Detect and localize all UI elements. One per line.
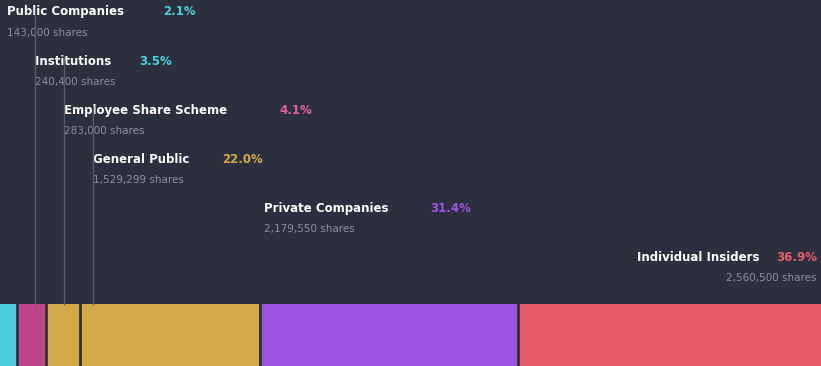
- Text: General Public: General Public: [93, 153, 193, 166]
- Text: 4.1%: 4.1%: [280, 104, 313, 117]
- Text: 36.9%: 36.9%: [776, 251, 817, 264]
- Bar: [260, 304, 518, 366]
- Text: 2.1%: 2.1%: [163, 5, 195, 19]
- Text: 22.0%: 22.0%: [222, 153, 264, 166]
- Text: 2,179,550 shares: 2,179,550 shares: [264, 224, 355, 234]
- Text: 283,000 shares: 283,000 shares: [64, 126, 144, 136]
- Text: 3.5%: 3.5%: [139, 55, 172, 68]
- Bar: [17, 304, 46, 366]
- Bar: [518, 304, 821, 366]
- Text: Private Companies: Private Companies: [264, 202, 393, 215]
- Text: 31.4%: 31.4%: [430, 202, 471, 215]
- Text: 1,529,299 shares: 1,529,299 shares: [93, 175, 184, 185]
- Bar: [46, 304, 80, 366]
- Bar: [80, 304, 260, 366]
- Text: 240,400 shares: 240,400 shares: [35, 77, 116, 87]
- Text: Individual Insiders: Individual Insiders: [637, 251, 764, 264]
- Text: Employee Share Scheme: Employee Share Scheme: [64, 104, 232, 117]
- Bar: [0, 304, 17, 366]
- Text: Institutions: Institutions: [35, 55, 116, 68]
- Text: Public Companies: Public Companies: [7, 5, 128, 19]
- Text: 2,560,500 shares: 2,560,500 shares: [727, 273, 817, 283]
- Text: 143,000 shares: 143,000 shares: [7, 27, 87, 38]
